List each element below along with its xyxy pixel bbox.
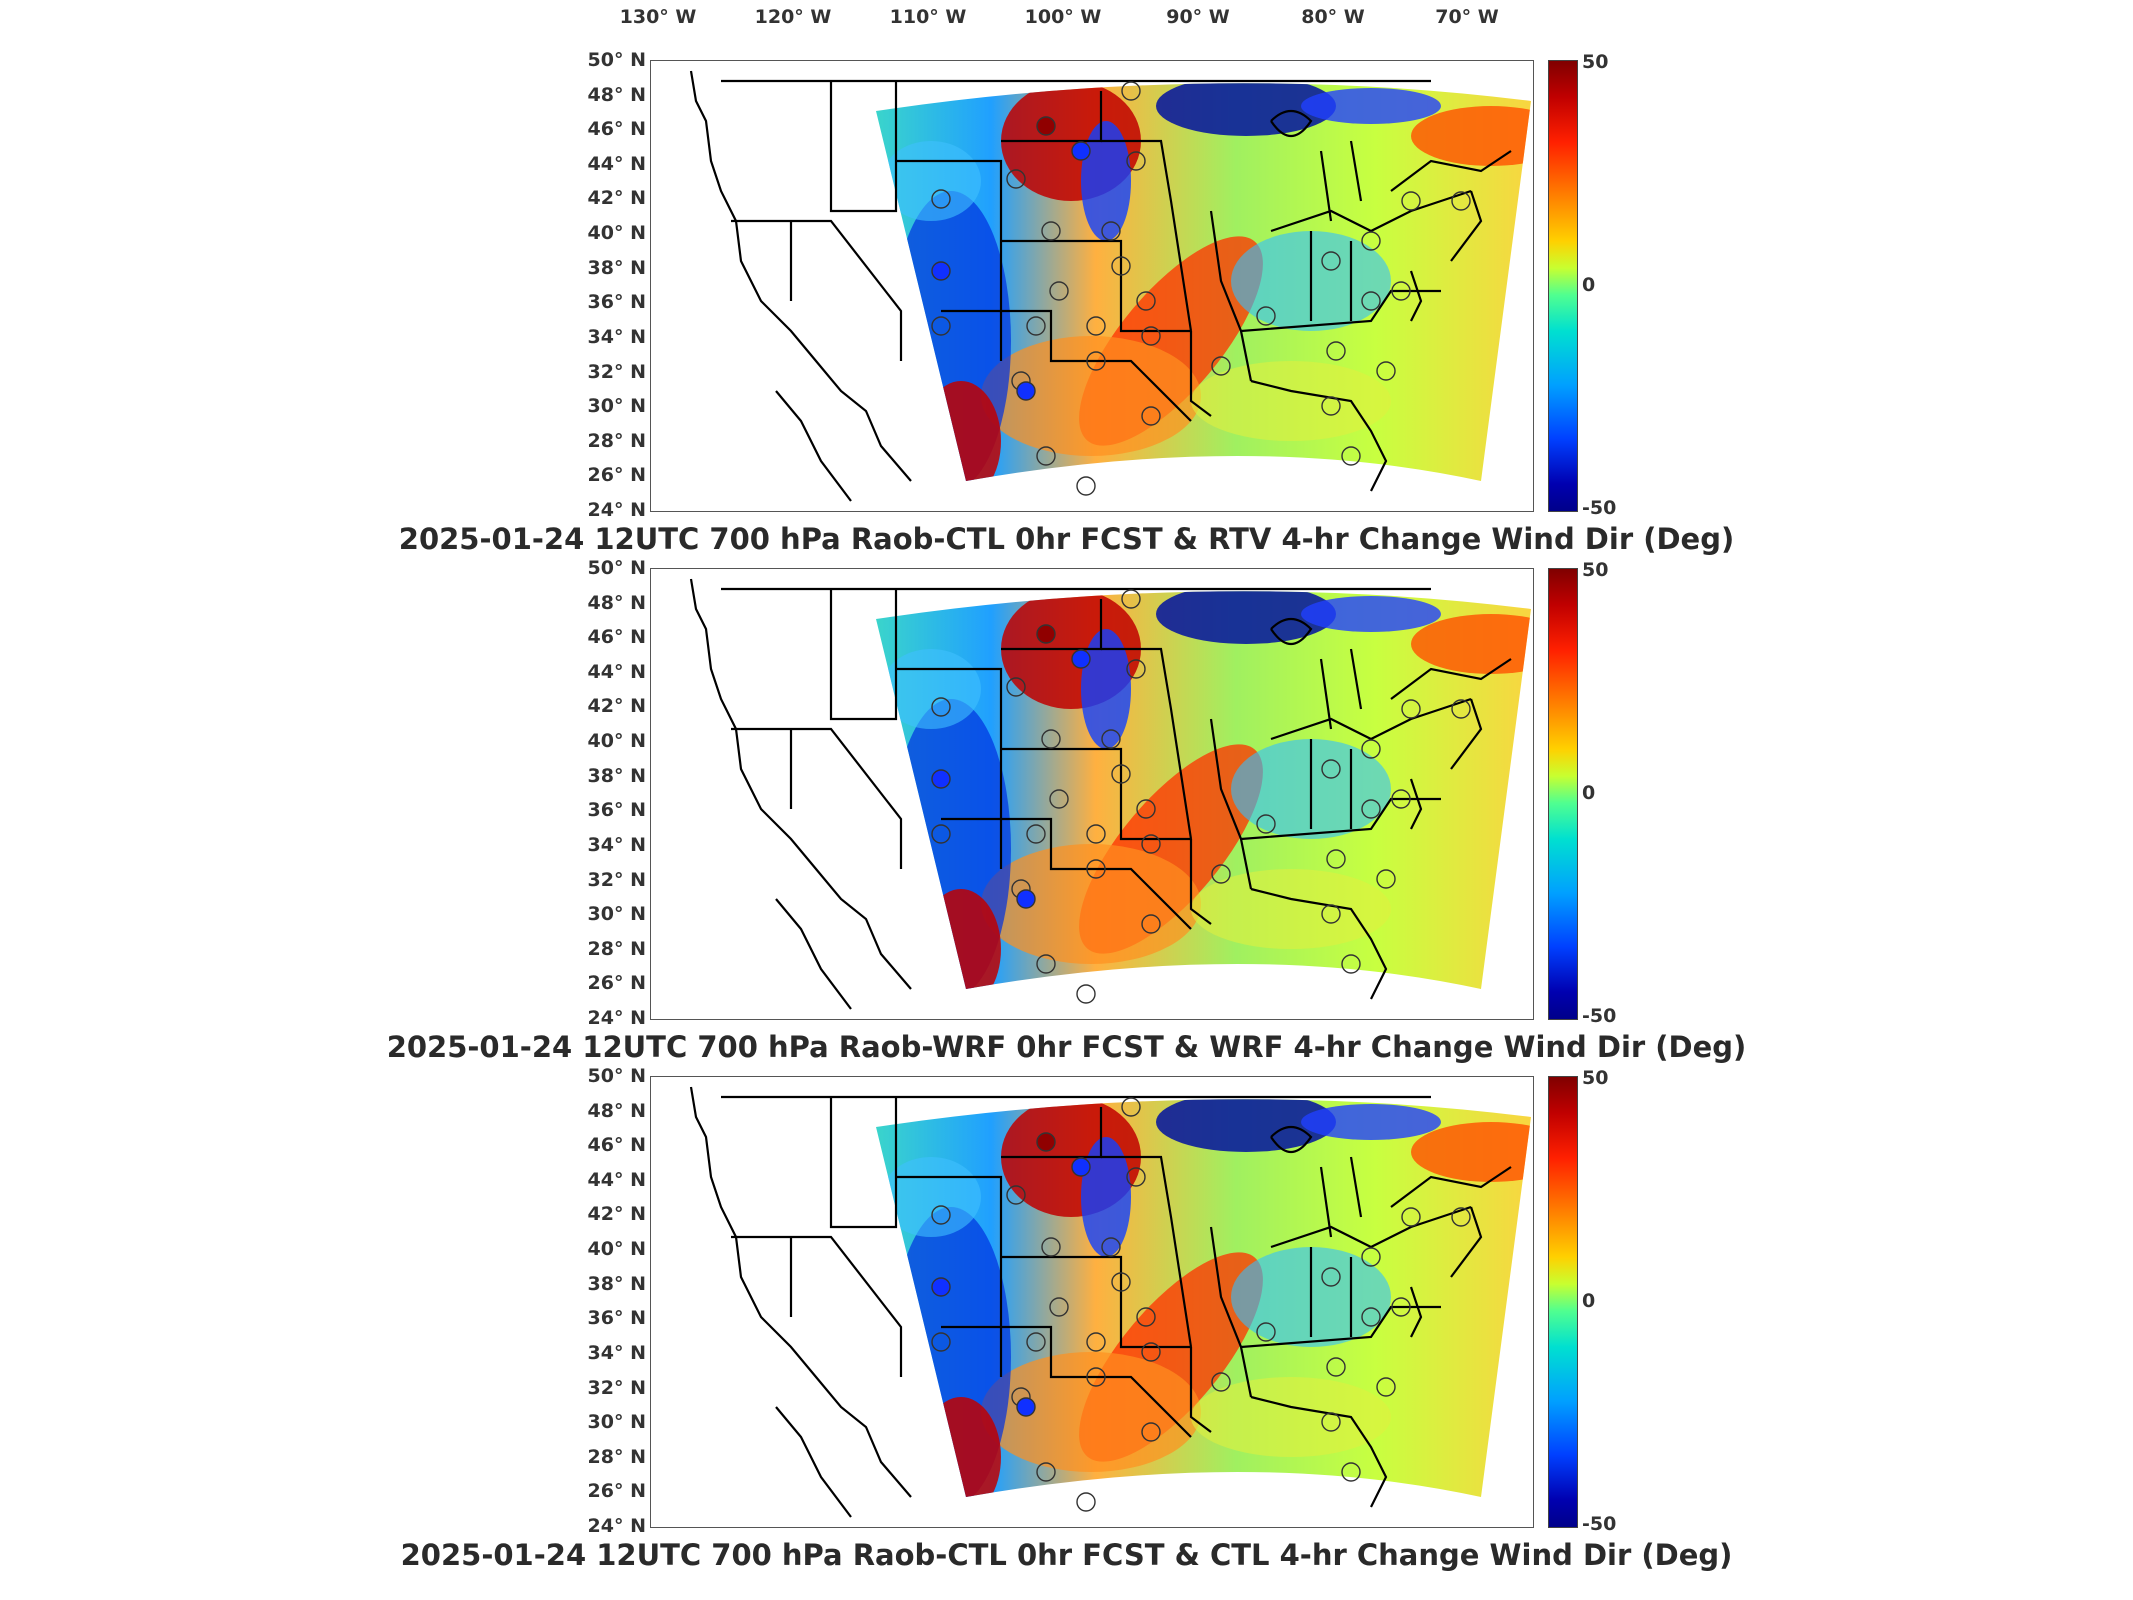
lat-label: 32° N <box>587 360 646 383</box>
lon-label-100w: 100° W <box>1024 6 1102 28</box>
wind-direction-map <box>689 70 1531 502</box>
colorbar-max-label: 50 <box>1582 1067 1609 1089</box>
colorbar-max-label: 50 <box>1582 51 1609 73</box>
lat-label: 48° N <box>587 591 646 614</box>
lon-label-80w: 80° W <box>1301 6 1365 28</box>
lat-label: 38° N <box>587 1272 646 1295</box>
lat-label: 38° N <box>587 256 646 279</box>
lat-label: 36° N <box>587 799 646 822</box>
lat-label: 24° N <box>587 499 646 521</box>
lat-label: 40° N <box>587 222 646 245</box>
lat-label: 24° N <box>587 1007 646 1029</box>
colorbar-max-label: 50 <box>1582 559 1609 581</box>
lat-label: 44° N <box>587 660 646 683</box>
colorbar-min-label: -50 <box>1582 497 1617 519</box>
lat-label: 42° N <box>587 695 646 718</box>
lat-label: 28° N <box>587 937 646 960</box>
lat-label: 42° N <box>587 187 646 210</box>
colorbar <box>1548 568 1578 1020</box>
lat-label: 46° N <box>587 1134 646 1157</box>
lon-label-70w: 70° W <box>1435 6 1499 28</box>
lat-label: 48° N <box>587 1099 646 1122</box>
lat-label: 34° N <box>587 833 646 856</box>
panel-title: 2025-01-24 12UTC 700 hPa Raob-WRF 0hr FC… <box>386 1030 1747 1064</box>
lat-label: 44° N <box>587 1168 646 1191</box>
lat-label: 38° N <box>587 764 646 787</box>
lat-label: 36° N <box>587 1307 646 1330</box>
colorbar-min-label: -50 <box>1582 1005 1617 1027</box>
map-frame <box>650 1076 1534 1528</box>
lat-label: 42° N <box>587 1203 646 1226</box>
colorbar-mid-label: 0 <box>1582 782 1596 804</box>
lat-label: 40° N <box>587 730 646 753</box>
lat-label: 46° N <box>587 626 646 649</box>
lon-label-130w: 130° W <box>619 6 697 28</box>
lat-label: 48° N <box>587 83 646 106</box>
lat-label: 26° N <box>587 464 646 487</box>
lat-label: 36° N <box>587 291 646 314</box>
latitude-axis: 50° N 48° N 46° N 44° N 42° N 40° N 38° N 36° N… <box>560 557 646 1029</box>
lat-label: 26° N <box>587 972 646 995</box>
lat-label: 32° N <box>587 1376 646 1399</box>
longitude-axis: 130° W 120° W 110° W 100° W 90° W 80° W … <box>0 6 2133 36</box>
lat-label: 28° N <box>587 429 646 452</box>
colorbar <box>1548 60 1578 512</box>
lat-label: 40° N <box>587 1238 646 1261</box>
lon-label-120w: 120° W <box>754 6 832 28</box>
lat-label: 34° N <box>587 325 646 348</box>
latitude-axis: 50° N 48° N 46° N 44° N 42° N 40° N 38° N 36° N… <box>560 49 646 521</box>
map-frame <box>650 60 1534 512</box>
lat-label: 24° N <box>587 1515 646 1537</box>
lat-label: 30° N <box>587 1411 646 1434</box>
panel-title: 2025-01-24 12UTC 700 hPa Raob-CTL 0hr FC… <box>398 522 1735 556</box>
lat-label: 34° N <box>587 1341 646 1364</box>
lat-label: 30° N <box>587 903 646 926</box>
lon-label-90w: 90° W <box>1166 6 1230 28</box>
colorbar <box>1548 1076 1578 1528</box>
latitude-axis: 50° N 48° N 46° N 44° N 42° N 40° N 38° N 36° N… <box>560 1065 646 1537</box>
lat-label: 50° N <box>587 557 646 579</box>
lat-label: 50° N <box>587 1065 646 1087</box>
lat-label: 26° N <box>587 1480 646 1503</box>
wind-direction-map <box>689 578 1531 1010</box>
panel-title: 2025-01-24 12UTC 700 hPa Raob-CTL 0hr FC… <box>400 1538 1733 1572</box>
colorbar-min-label: -50 <box>1582 1513 1617 1535</box>
lat-label: 28° N <box>587 1445 646 1468</box>
lat-label: 46° N <box>587 118 646 141</box>
colorbar-mid-label: 0 <box>1582 274 1596 296</box>
lon-label-110w: 110° W <box>889 6 967 28</box>
lat-label: 44° N <box>587 152 646 175</box>
colorbar-mid-label: 0 <box>1582 1290 1596 1312</box>
lat-label: 30° N <box>587 395 646 418</box>
wind-direction-map <box>689 1086 1531 1518</box>
lat-label: 50° N <box>587 49 646 71</box>
map-frame <box>650 568 1534 1020</box>
lat-label: 32° N <box>587 868 646 891</box>
